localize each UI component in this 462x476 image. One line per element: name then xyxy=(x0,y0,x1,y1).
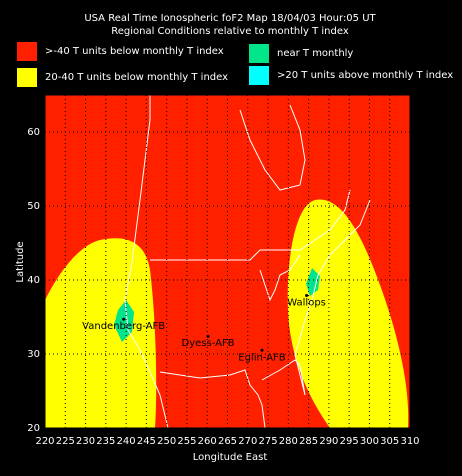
legend-label: 20-40 T units below monthly T index xyxy=(45,72,228,83)
y-tick-label: 20 xyxy=(27,423,40,434)
x-axis-label: Longitude East xyxy=(193,452,268,463)
region-yellow-west xyxy=(45,238,157,428)
x-tick-label: 265 xyxy=(218,436,237,447)
east-coast xyxy=(261,199,371,396)
x-tick-label: 250 xyxy=(157,436,176,447)
station-marker xyxy=(260,348,264,352)
x-tick-label: 285 xyxy=(299,436,318,447)
y-axis-label: Latitude xyxy=(15,241,26,282)
x-tick-label: 245 xyxy=(137,436,156,447)
y-tick-label: 30 xyxy=(27,349,40,360)
legend: >-40 T units below monthly T index 20-40 … xyxy=(17,42,453,87)
station-label: Wallops xyxy=(287,298,326,309)
y-tick-label: 60 xyxy=(27,127,40,138)
y-tick-label: 50 xyxy=(27,201,40,212)
legend-swatch xyxy=(249,44,269,63)
x-tick-label: 280 xyxy=(279,436,298,447)
x-tick-label: 275 xyxy=(259,436,278,447)
station-marker xyxy=(122,317,126,321)
x-tick-label: 260 xyxy=(198,436,217,447)
x-tick-label: 255 xyxy=(177,436,196,447)
x-tick-label: 295 xyxy=(340,436,359,447)
station-label: Eglin-AFB xyxy=(238,352,286,363)
legend-swatch xyxy=(17,42,37,61)
axes: 220 225 230 235 240 245 250 255 260 265 270 275 280 2… xyxy=(27,94,420,447)
station-marker xyxy=(305,294,309,298)
x-tick-label: 230 xyxy=(76,436,95,447)
station-label: Vandenberg-AFB xyxy=(82,321,165,332)
x-tick-label: 220 xyxy=(35,436,54,447)
hudson-bay xyxy=(239,104,306,191)
border-south xyxy=(159,369,266,429)
region-green-east xyxy=(306,268,320,296)
legend-label: >20 T units above monthly T index xyxy=(277,70,453,81)
x-tick-label: 300 xyxy=(360,436,379,447)
legend-label: >-40 T units below monthly T index xyxy=(45,46,224,57)
y-tick-label: 40 xyxy=(27,275,40,286)
x-tick-label: 225 xyxy=(56,436,75,447)
x-tick-label: 290 xyxy=(319,436,338,447)
title: USA Real Time Ionospheric foF2 Map 18/04… xyxy=(84,13,376,24)
station-label: Dyess-AFB xyxy=(182,338,235,349)
legend-label: near T monthly xyxy=(277,48,353,59)
legend-swatch xyxy=(17,68,37,87)
subtitle: Regional Conditions relative to monthly … xyxy=(111,26,349,37)
x-tick-label: 240 xyxy=(117,436,136,447)
x-tick-label: 305 xyxy=(380,436,399,447)
x-tick-label: 270 xyxy=(238,436,257,447)
border-north xyxy=(150,189,351,261)
region-yellow-east xyxy=(287,199,409,428)
coastlines xyxy=(124,95,371,429)
great-lakes xyxy=(259,254,301,302)
station-marker xyxy=(206,334,210,338)
legend-swatch xyxy=(249,66,269,85)
x-tick-label: 235 xyxy=(96,436,115,447)
x-tick-label: 310 xyxy=(400,436,419,447)
plot-frame xyxy=(44,94,411,429)
